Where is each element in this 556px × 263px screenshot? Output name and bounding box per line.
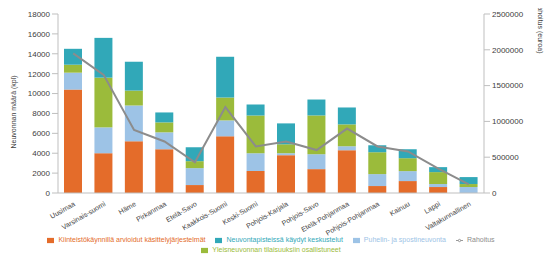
svg-text:Pohjois-Pohjanmaa: Pohjois-Pohjanmaa (324, 200, 381, 237)
svg-text:Keski-Suomi: Keski-Suomi (221, 200, 259, 226)
svg-text:500000: 500000 (492, 153, 519, 162)
html-text:Puhelin- ja spostineuvonta: Puhelin- ja spostineuvonta (363, 236, 446, 243)
svg-text:10000: 10000 (28, 89, 51, 98)
svg-text:Kaakkois-Suomi: Kaakkois-Suomi (181, 200, 229, 232)
svg-text:16000: 16000 (28, 30, 51, 39)
svg-text:Kokonaisrahoitus (euroa): Kokonaisrahoitus (euroa) (536, 8, 544, 54)
svg-text:0: 0 (46, 189, 51, 198)
svg-text:Varsinais-suomi: Varsinais-suomi (60, 200, 107, 231)
svg-text:Pohjois-Savo: Pohjois-Savo (280, 200, 320, 227)
svg-text:Uusimaa: Uusimaa (48, 200, 77, 220)
svg-text:2000: 2000 (32, 169, 50, 178)
svg-text:2000000: 2000000 (492, 46, 524, 55)
svg-text:1500000: 1500000 (492, 81, 524, 90)
svg-text:12000: 12000 (28, 70, 51, 79)
svg-text:Häme: Häme (117, 200, 137, 215)
svg-text:1000000: 1000000 (492, 117, 524, 126)
svg-text:Lappi: Lappi (423, 200, 442, 216)
svg-text:Etelä-Savo: Etelä-Savo (164, 200, 198, 224)
svg-text:Pohjois-Karjala: Pohjois-Karjala (244, 200, 290, 230)
svg-text:14000: 14000 (28, 50, 51, 59)
svg-text:0: 0 (492, 189, 497, 198)
html-text:Rahoitus: Rahoitus (467, 236, 495, 243)
svg-text:Valtakunnallinen: Valtakunnallinen (424, 200, 472, 232)
html-text:Neuvontapisteissä käydyt kesku: Neuvontapisteissä käydyt keskustelut (226, 236, 343, 243)
svg-text:Etelä-Pohjanmaa: Etelä-Pohjanmaa (300, 200, 351, 233)
svg-text:2500000: 2500000 (492, 10, 524, 19)
html-text:Kiinteistökäynnillä arvioidut: Kiinteistökäynnillä arvioidut käsittelyj… (58, 236, 206, 243)
svg-text:18000: 18000 (28, 10, 51, 19)
svg-text:8000: 8000 (32, 109, 50, 118)
svg-text:Neuvonnan määrä (kpl): Neuvonnan määrä (kpl) (10, 75, 18, 148)
svg-text:4000: 4000 (32, 149, 50, 158)
html-text:Yleisneuvonnan tilaisuuksiin o: Yleisneuvonnan tilaisuuksiin osallistune… (212, 246, 341, 253)
svg-text:Kainuu: Kainuu (389, 200, 411, 217)
svg-text:6000: 6000 (32, 129, 50, 138)
svg-text:Pirkanmaa: Pirkanmaa (135, 200, 168, 223)
